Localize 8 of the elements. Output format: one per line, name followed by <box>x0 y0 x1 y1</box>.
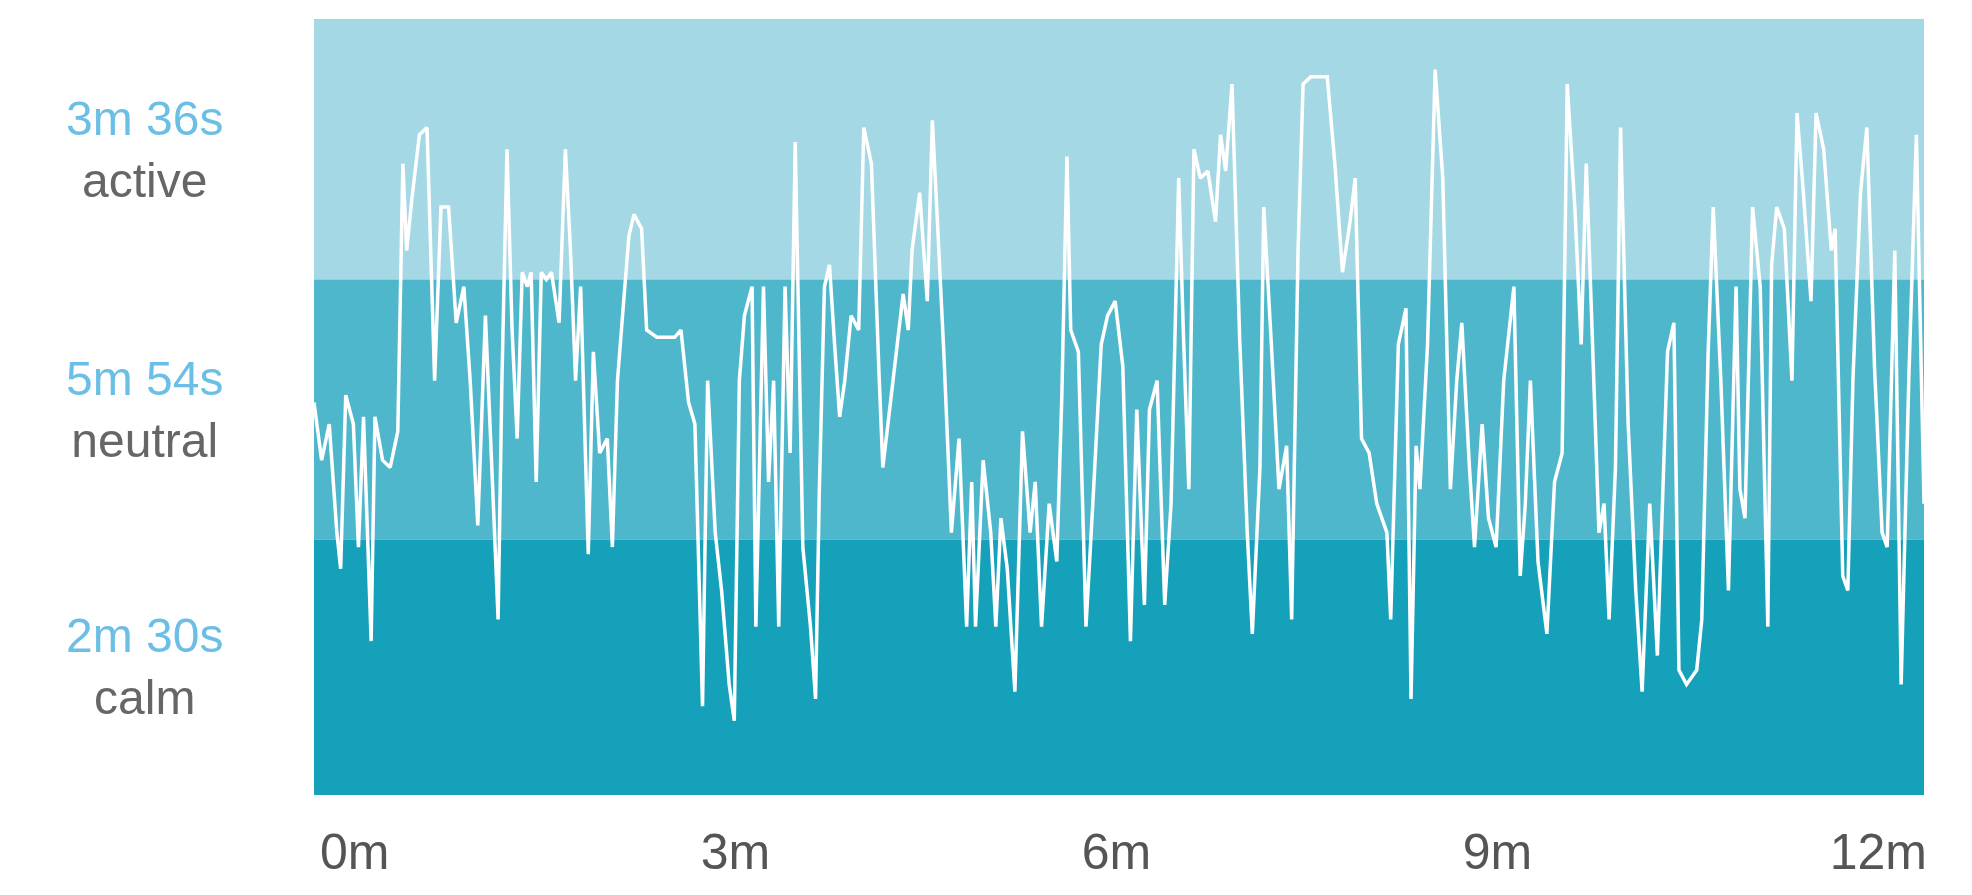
x-tick-label: 9m <box>1462 824 1533 880</box>
band-label: 5m 54s neutral <box>66 352 224 468</box>
x-tick-label: 3m <box>700 824 771 880</box>
band-label: 3m 36s active <box>66 92 224 208</box>
x-tick-label: 0m <box>319 824 390 880</box>
x-tick-label: 6m <box>1081 824 1152 880</box>
x-tick-label: 12m <box>1829 824 1927 880</box>
band-label: 2m 30s calm <box>66 609 224 725</box>
